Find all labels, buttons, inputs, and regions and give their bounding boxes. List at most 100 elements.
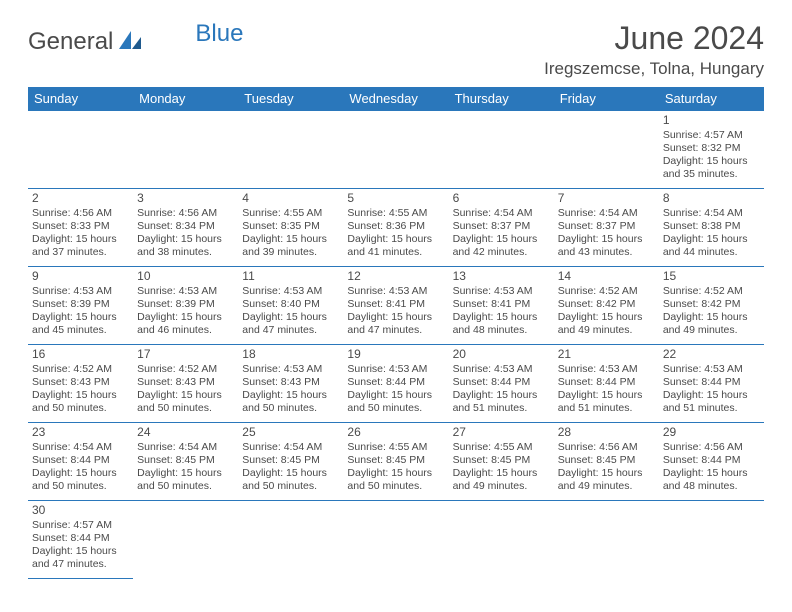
sunset-line: Sunset: 8:44 PM — [32, 454, 129, 467]
sunrise-line: Sunrise: 4:54 AM — [32, 441, 129, 454]
sunrise-line: Sunrise: 4:54 AM — [558, 207, 655, 220]
daylight-line: Daylight: 15 hours and 51 minutes. — [558, 389, 655, 415]
sunset-line: Sunset: 8:41 PM — [347, 298, 444, 311]
calendar-row: 1Sunrise: 4:57 AMSunset: 8:32 PMDaylight… — [28, 111, 764, 189]
sunset-line: Sunset: 8:45 PM — [347, 454, 444, 467]
logo-text-blue: Blue — [195, 20, 243, 48]
calendar-cell — [554, 111, 659, 189]
weekday-header: Wednesday — [343, 87, 448, 111]
calendar-row: 30Sunrise: 4:57 AMSunset: 8:44 PMDayligh… — [28, 501, 764, 579]
daylight-line: Daylight: 15 hours and 51 minutes. — [453, 389, 550, 415]
day-number: 21 — [558, 347, 655, 362]
title-block: June 2024 Iregszemcse, Tolna, Hungary — [544, 20, 764, 79]
calendar-cell: 22Sunrise: 4:53 AMSunset: 8:44 PMDayligh… — [659, 345, 764, 423]
sunset-line: Sunset: 8:45 PM — [137, 454, 234, 467]
calendar-cell — [659, 501, 764, 579]
daylight-line: Daylight: 15 hours and 50 minutes. — [32, 467, 129, 493]
calendar-cell — [343, 111, 448, 189]
sunrise-line: Sunrise: 4:53 AM — [453, 363, 550, 376]
daylight-line: Daylight: 15 hours and 48 minutes. — [453, 311, 550, 337]
sunset-line: Sunset: 8:44 PM — [453, 376, 550, 389]
daylight-line: Daylight: 15 hours and 47 minutes. — [347, 311, 444, 337]
sunrise-line: Sunrise: 4:52 AM — [663, 285, 760, 298]
calendar-cell — [133, 111, 238, 189]
calendar-cell: 6Sunrise: 4:54 AMSunset: 8:37 PMDaylight… — [449, 189, 554, 267]
sunrise-line: Sunrise: 4:53 AM — [242, 285, 339, 298]
daylight-line: Daylight: 15 hours and 50 minutes. — [32, 389, 129, 415]
sunset-line: Sunset: 8:39 PM — [32, 298, 129, 311]
sunrise-line: Sunrise: 4:56 AM — [663, 441, 760, 454]
sunset-line: Sunset: 8:43 PM — [137, 376, 234, 389]
daylight-line: Daylight: 15 hours and 38 minutes. — [137, 233, 234, 259]
calendar-cell: 11Sunrise: 4:53 AMSunset: 8:40 PMDayligh… — [238, 267, 343, 345]
calendar-cell — [238, 111, 343, 189]
day-number: 15 — [663, 269, 760, 284]
sunset-line: Sunset: 8:39 PM — [137, 298, 234, 311]
day-number: 28 — [558, 425, 655, 440]
day-number: 24 — [137, 425, 234, 440]
day-number: 6 — [453, 191, 550, 206]
calendar-table: SundayMondayTuesdayWednesdayThursdayFrid… — [28, 87, 764, 579]
day-number: 22 — [663, 347, 760, 362]
weekday-header: Saturday — [659, 87, 764, 111]
sunset-line: Sunset: 8:44 PM — [663, 376, 760, 389]
daylight-line: Daylight: 15 hours and 39 minutes. — [242, 233, 339, 259]
sunrise-line: Sunrise: 4:53 AM — [663, 363, 760, 376]
sunset-line: Sunset: 8:43 PM — [242, 376, 339, 389]
weekday-header: Tuesday — [238, 87, 343, 111]
header: General Blue June 2024 Iregszemcse, Toln… — [28, 20, 764, 79]
calendar-cell — [238, 501, 343, 579]
calendar-cell: 3Sunrise: 4:56 AMSunset: 8:34 PMDaylight… — [133, 189, 238, 267]
calendar-cell: 8Sunrise: 4:54 AMSunset: 8:38 PMDaylight… — [659, 189, 764, 267]
calendar-cell: 14Sunrise: 4:52 AMSunset: 8:42 PMDayligh… — [554, 267, 659, 345]
day-number: 16 — [32, 347, 129, 362]
day-number: 30 — [32, 503, 129, 518]
sunrise-line: Sunrise: 4:52 AM — [558, 285, 655, 298]
calendar-cell: 29Sunrise: 4:56 AMSunset: 8:44 PMDayligh… — [659, 423, 764, 501]
day-number: 25 — [242, 425, 339, 440]
weekday-header: Friday — [554, 87, 659, 111]
daylight-line: Daylight: 15 hours and 50 minutes. — [347, 389, 444, 415]
sunset-line: Sunset: 8:41 PM — [453, 298, 550, 311]
daylight-line: Daylight: 15 hours and 50 minutes. — [347, 467, 444, 493]
sunset-line: Sunset: 8:44 PM — [558, 376, 655, 389]
sunrise-line: Sunrise: 4:53 AM — [242, 363, 339, 376]
sunset-line: Sunset: 8:38 PM — [663, 220, 760, 233]
calendar-cell: 5Sunrise: 4:55 AMSunset: 8:36 PMDaylight… — [343, 189, 448, 267]
sunset-line: Sunset: 8:42 PM — [663, 298, 760, 311]
calendar-cell: 4Sunrise: 4:55 AMSunset: 8:35 PMDaylight… — [238, 189, 343, 267]
sunset-line: Sunset: 8:37 PM — [453, 220, 550, 233]
sunset-line: Sunset: 8:45 PM — [558, 454, 655, 467]
calendar-cell: 28Sunrise: 4:56 AMSunset: 8:45 PMDayligh… — [554, 423, 659, 501]
logo-text-general: General — [28, 28, 113, 56]
daylight-line: Daylight: 15 hours and 51 minutes. — [663, 389, 760, 415]
calendar-row: 9 Sunrise: 4:53 AM Sunset: 8:39 PM Daylight… — [28, 267, 764, 345]
sunrise-line: Sunrise: 4:55 AM — [453, 441, 550, 454]
daylight-line: Daylight: 15 hours and 49 minutes. — [453, 467, 550, 493]
day-number: 12 — [347, 269, 444, 284]
calendar-cell: 12Sunrise: 4:53 AMSunset: 8:41 PMDayligh… — [343, 267, 448, 345]
calendar-body: 1Sunrise: 4:57 AMSunset: 8:32 PMDaylight… — [28, 111, 764, 579]
sunrise-line: Sunrise: 4:54 AM — [242, 441, 339, 454]
weekday-header: Sunday — [28, 87, 133, 111]
calendar-cell: 25Sunrise: 4:54 AMSunset: 8:45 PMDayligh… — [238, 423, 343, 501]
day-number: 19 — [347, 347, 444, 362]
sunrise-line: Sunrise: 4:54 AM — [453, 207, 550, 220]
day-number: 2 — [32, 191, 129, 206]
month-title: June 2024 — [544, 20, 764, 57]
daylight-line: Daylight: 15 hours and 41 minutes. — [347, 233, 444, 259]
sunset-line: Sunset: 8:44 PM — [663, 454, 760, 467]
calendar-cell: 20Sunrise: 4:53 AMSunset: 8:44 PMDayligh… — [449, 345, 554, 423]
day-number: 8 — [663, 191, 760, 206]
sunrise-line: Sunrise: 4:57 AM — [663, 129, 760, 142]
day-number: 29 — [663, 425, 760, 440]
calendar-cell: 21Sunrise: 4:53 AMSunset: 8:44 PMDayligh… — [554, 345, 659, 423]
logo: General Blue — [28, 20, 243, 56]
day-number: 26 — [347, 425, 444, 440]
weekday-header: Monday — [133, 87, 238, 111]
calendar-cell: 7Sunrise: 4:54 AMSunset: 8:37 PMDaylight… — [554, 189, 659, 267]
calendar-cell — [343, 501, 448, 579]
sunset-line: Sunset: 8:43 PM — [32, 376, 129, 389]
day-number: 9 — [32, 269, 129, 284]
daylight-line: Daylight: 15 hours and 42 minutes. — [453, 233, 550, 259]
